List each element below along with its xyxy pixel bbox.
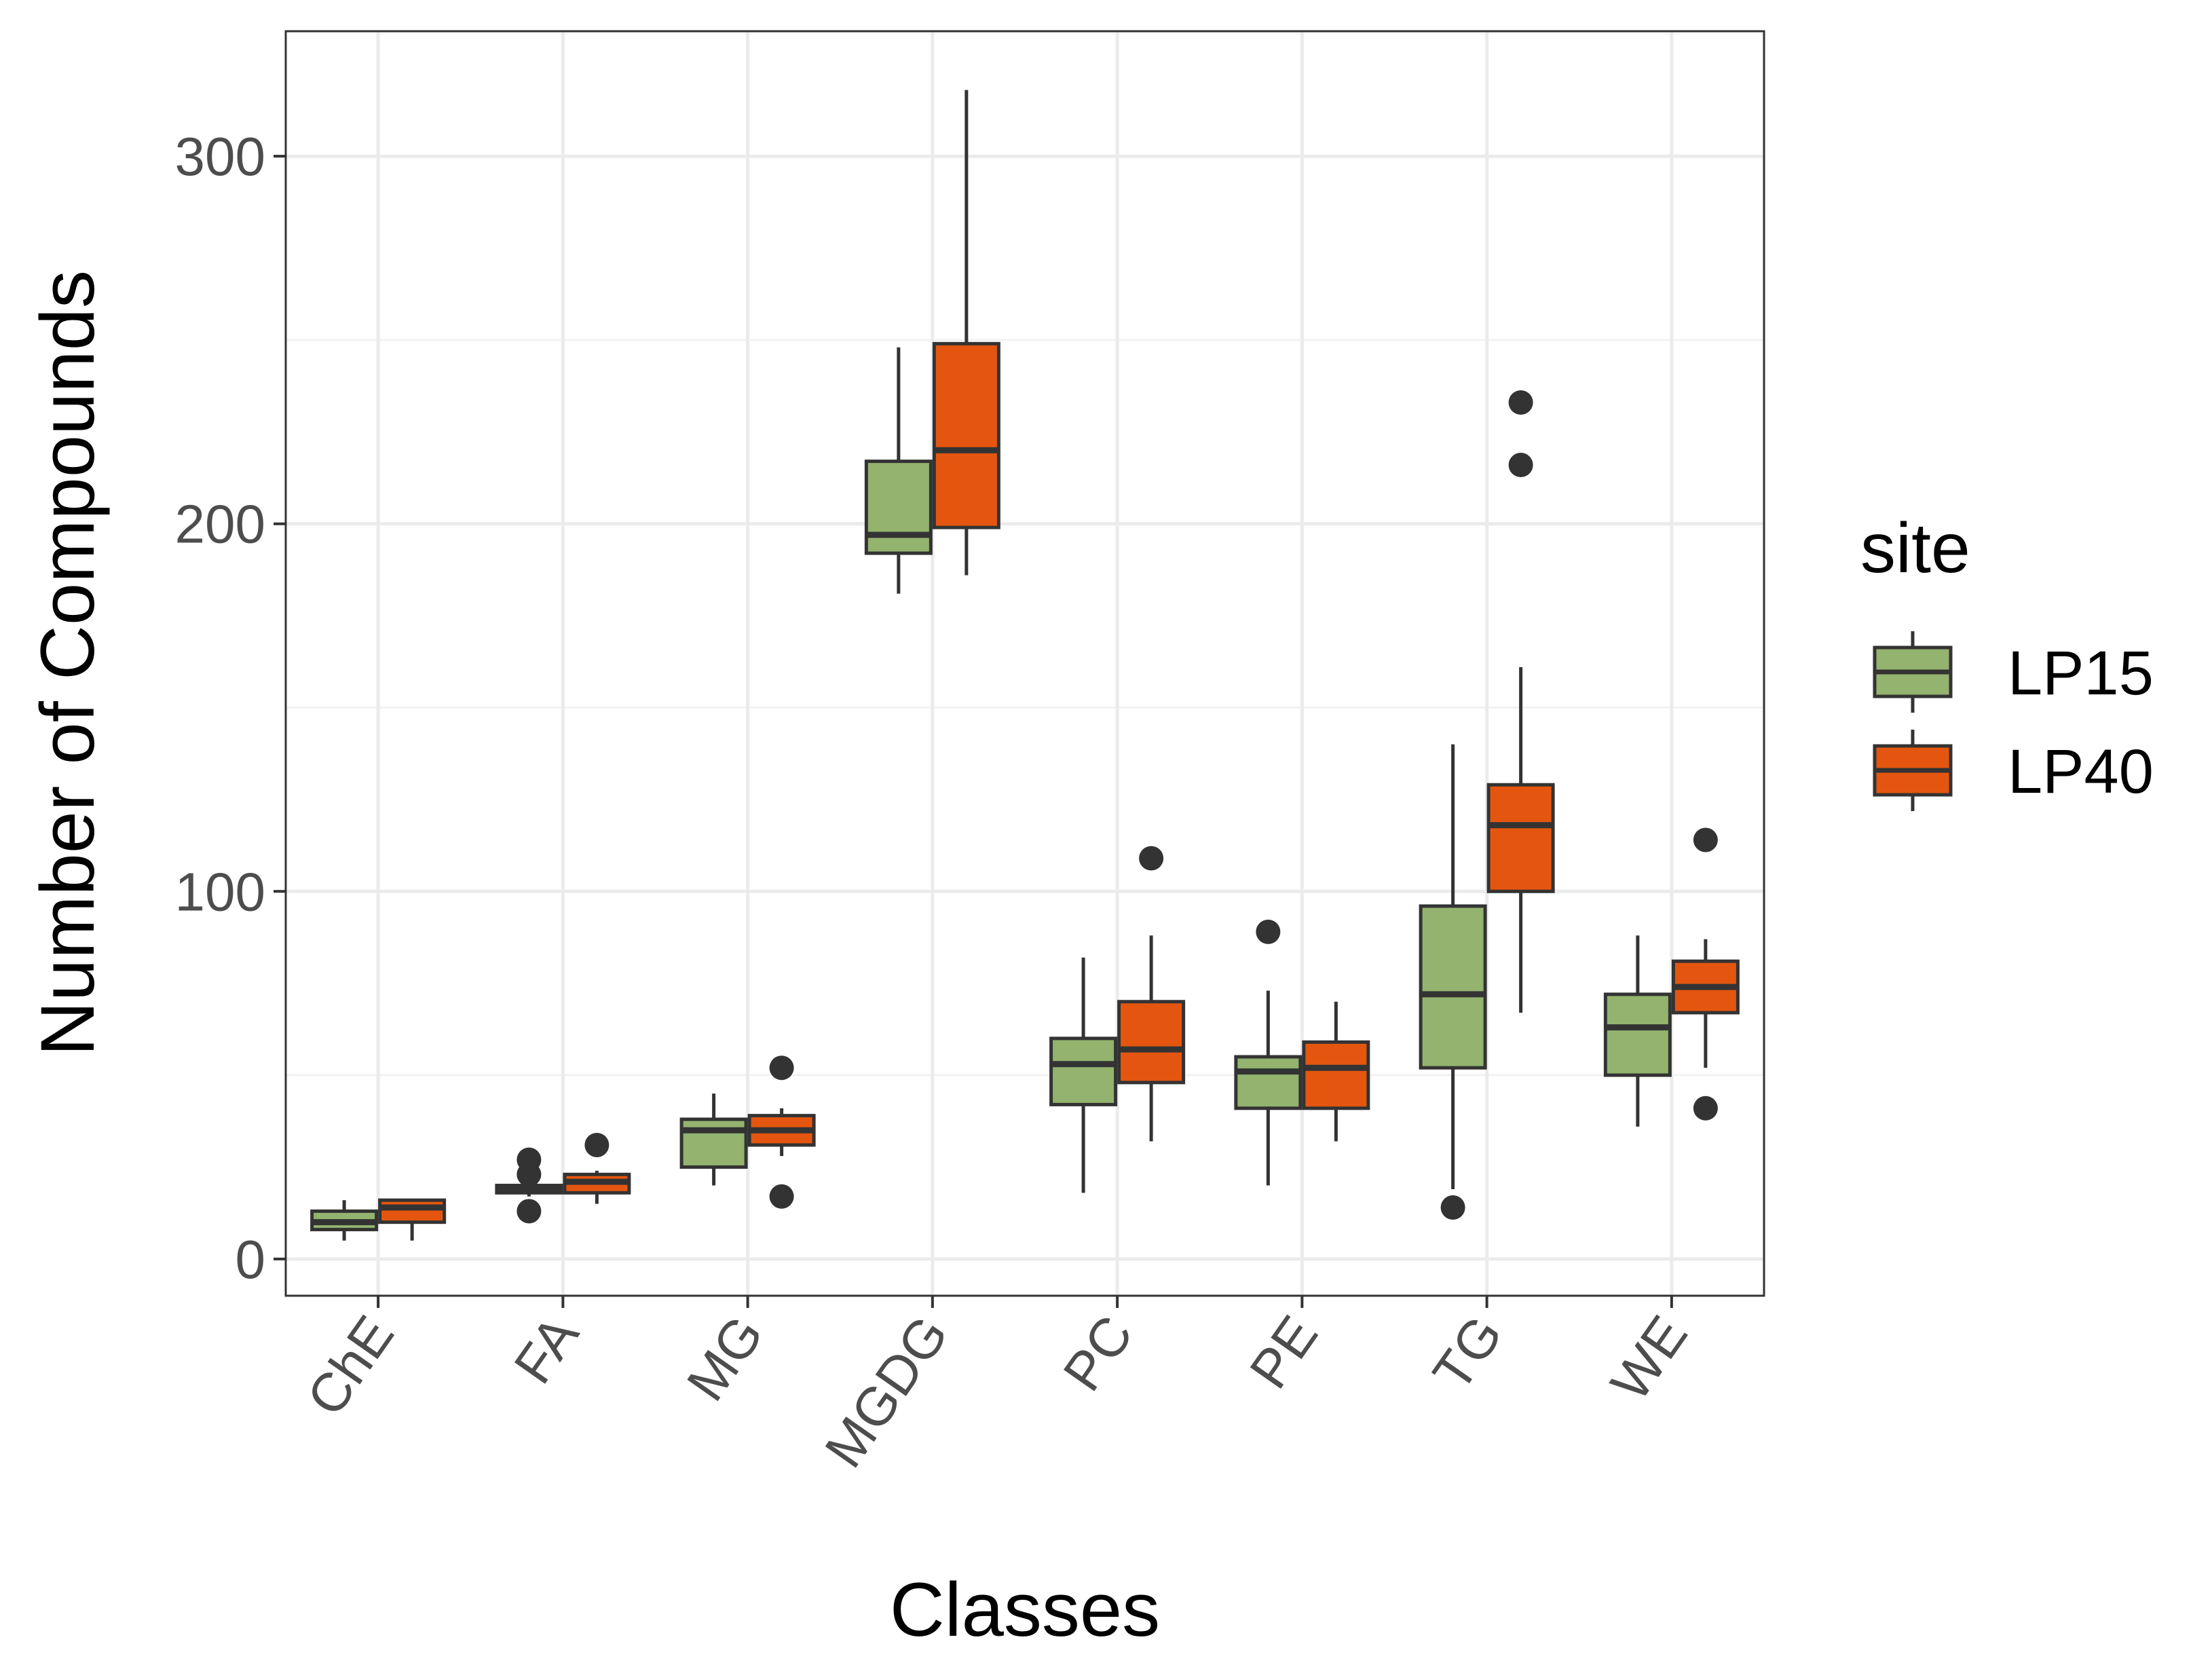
plot-border [284,30,1765,1297]
box-iqr [378,1198,447,1224]
y-tick-label: 0 [236,1229,266,1290]
legend-label-LP40: LP40 [2008,737,2154,806]
box-LP40-PE [1302,1001,1370,1142]
box-LP15-FA [495,1147,563,1224]
box-LP40-MGDG [932,90,1000,576]
box-LP15-WE [1603,935,1672,1127]
legend-label-LP15: LP15 [2008,639,2154,708]
outlier-point [1139,846,1164,871]
box-LP40-PC [1117,846,1186,1142]
y-tick-label: 100 [175,861,265,922]
grid [286,31,1764,1296]
outlier-point [769,1055,794,1081]
y-axis: 0 100 200 300 [175,126,286,1290]
box-LP15-PC [1049,957,1118,1193]
plot-panel [286,31,1764,1296]
y-tick-label: 300 [175,126,265,187]
box-iqr [679,1117,748,1169]
box-LP40-ChE [378,1198,447,1241]
box-iqr [1049,1036,1118,1106]
y-tick-label: 200 [175,494,265,555]
box-iqr [1486,783,1555,893]
box-iqr [1302,1040,1370,1110]
box-iqr [1419,904,1487,1070]
outlier-point [1693,827,1718,853]
outlier-point [517,1199,542,1224]
x-axis-title: Classes [890,1567,1160,1652]
plot-area [284,30,1765,1297]
outlier-point [1256,919,1281,944]
box-LP15-MGDG [864,347,933,594]
box-LP15-PE [1234,919,1302,1186]
legend-title: site [1860,509,1970,588]
outlier-point [1693,1095,1718,1121]
box-iqr [1117,1000,1186,1085]
box-LP15-ChE [310,1200,379,1241]
outlier-point [1508,453,1533,478]
outlier-point [769,1184,794,1209]
y-axis-title: Number of Compounds [25,270,110,1056]
outlier-point [1508,390,1533,415]
box-iqr [1234,1055,1302,1110]
outlier-point [1440,1195,1465,1220]
outlier-point [584,1132,610,1157]
box-LP40-FA [563,1132,631,1204]
legend: site LP15 LP40 [1860,509,2154,811]
box-LP15-MG [679,1093,748,1186]
box-LP15-TG [1419,744,1487,1220]
outlier-point [517,1147,542,1172]
box-LP40-MG [747,1055,816,1209]
box-iqr [864,460,933,555]
box-LP40-TG [1486,390,1555,1013]
boxplot-marks [310,90,1740,1241]
box-iqr [932,341,1000,529]
box-LP40-WE [1671,827,1740,1121]
box-iqr [1603,992,1672,1077]
